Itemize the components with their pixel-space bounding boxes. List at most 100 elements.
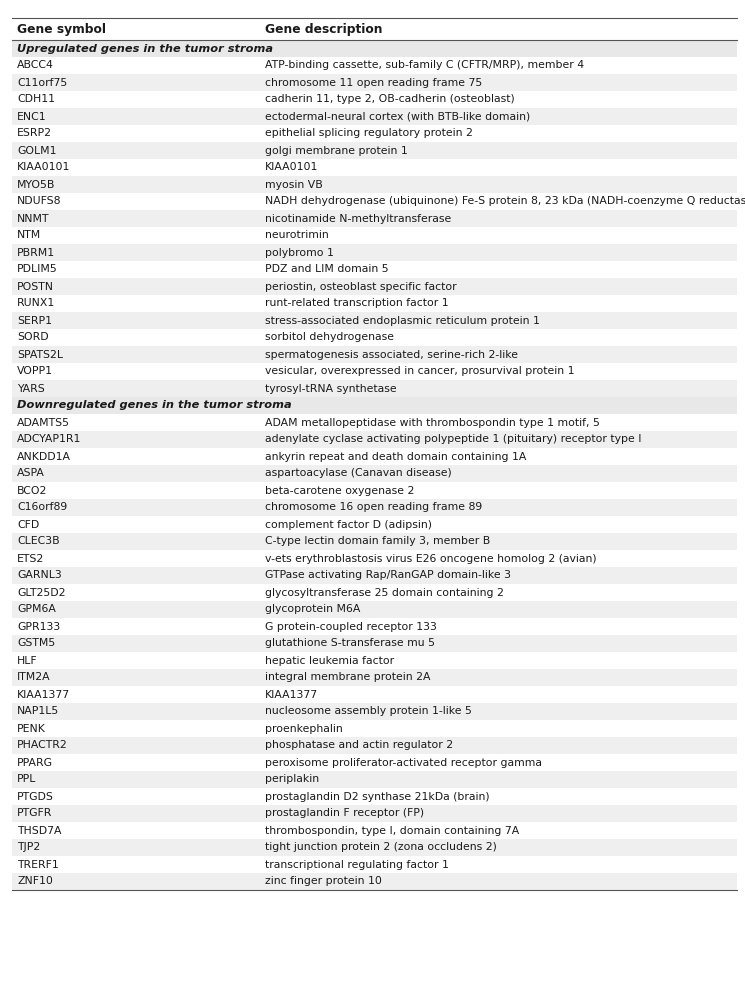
Bar <box>12 244 737 261</box>
Bar <box>12 278 737 295</box>
Text: ETS2: ETS2 <box>17 553 44 564</box>
Text: prostaglandin F receptor (FP): prostaglandin F receptor (FP) <box>265 809 424 818</box>
Bar <box>12 805 737 822</box>
Text: ENC1: ENC1 <box>17 111 47 121</box>
Text: THSD7A: THSD7A <box>17 825 62 835</box>
Bar <box>12 193 737 210</box>
Text: golgi membrane protein 1: golgi membrane protein 1 <box>265 146 408 156</box>
Text: nucleosome assembly protein 1-like 5: nucleosome assembly protein 1-like 5 <box>265 707 472 717</box>
Bar <box>12 618 737 635</box>
Bar <box>12 125 737 142</box>
Text: PBRM1: PBRM1 <box>17 247 55 257</box>
Bar <box>12 380 737 397</box>
Text: NAP1L5: NAP1L5 <box>17 707 60 717</box>
Text: PTGFR: PTGFR <box>17 809 52 818</box>
Text: ADAMTS5: ADAMTS5 <box>17 417 70 428</box>
Text: NDUFS8: NDUFS8 <box>17 196 62 206</box>
Text: G protein-coupled receptor 133: G protein-coupled receptor 133 <box>265 621 437 631</box>
Text: vesicular, overexpressed in cancer, prosurvival protein 1: vesicular, overexpressed in cancer, pros… <box>265 367 574 377</box>
Text: ESRP2: ESRP2 <box>17 128 52 138</box>
Text: PPARG: PPARG <box>17 757 53 767</box>
Bar <box>12 873 737 890</box>
Bar <box>12 312 737 329</box>
Bar <box>12 261 737 278</box>
Bar <box>12 822 737 839</box>
Bar <box>12 329 737 346</box>
Bar <box>12 108 737 125</box>
Text: HLF: HLF <box>17 656 38 666</box>
Bar <box>12 74 737 91</box>
Bar <box>12 737 737 754</box>
Bar <box>12 788 737 805</box>
Text: Downregulated genes in the tumor stroma: Downregulated genes in the tumor stroma <box>17 400 291 410</box>
Bar <box>12 856 737 873</box>
Text: phosphatase and actin regulator 2: phosphatase and actin regulator 2 <box>265 740 453 750</box>
Text: YARS: YARS <box>17 384 45 393</box>
Text: glycosyltransferase 25 domain containing 2: glycosyltransferase 25 domain containing… <box>265 588 504 598</box>
Text: GOLM1: GOLM1 <box>17 146 57 156</box>
Bar <box>12 601 737 618</box>
Text: v-ets erythroblastosis virus E26 oncogene homolog 2 (avian): v-ets erythroblastosis virus E26 oncogen… <box>265 553 597 564</box>
Text: NNMT: NNMT <box>17 214 49 224</box>
Bar <box>12 550 737 567</box>
Text: cadherin 11, type 2, OB-cadherin (osteoblast): cadherin 11, type 2, OB-cadherin (osteob… <box>265 95 515 105</box>
Bar <box>12 754 737 771</box>
Text: sorbitol dehydrogenase: sorbitol dehydrogenase <box>265 332 394 342</box>
Text: ZNF10: ZNF10 <box>17 877 53 886</box>
Text: ADAM metallopeptidase with thrombospondin type 1 motif, 5: ADAM metallopeptidase with thrombospondi… <box>265 417 600 428</box>
Bar <box>12 18 737 40</box>
Text: CLEC3B: CLEC3B <box>17 536 60 546</box>
Text: integral membrane protein 2A: integral membrane protein 2A <box>265 672 431 682</box>
Text: KIAA0101: KIAA0101 <box>17 163 70 173</box>
Text: C11orf75: C11orf75 <box>17 78 67 88</box>
Text: GLT25D2: GLT25D2 <box>17 588 66 598</box>
Text: myosin VB: myosin VB <box>265 179 323 189</box>
Text: epithelial splicing regulatory protein 2: epithelial splicing regulatory protein 2 <box>265 128 473 138</box>
Text: ANKDD1A: ANKDD1A <box>17 452 71 461</box>
Text: periostin, osteoblast specific factor: periostin, osteoblast specific factor <box>265 281 457 292</box>
Text: complement factor D (adipsin): complement factor D (adipsin) <box>265 520 432 529</box>
Text: VOPP1: VOPP1 <box>17 367 53 377</box>
Text: PHACTR2: PHACTR2 <box>17 740 68 750</box>
Text: ASPA: ASPA <box>17 468 45 478</box>
Text: SERP1: SERP1 <box>17 316 52 325</box>
Bar <box>12 567 737 584</box>
Text: proenkephalin: proenkephalin <box>265 724 343 734</box>
Text: peroxisome proliferator-activated receptor gamma: peroxisome proliferator-activated recept… <box>265 757 542 767</box>
Text: ATP-binding cassette, sub-family C (CFTR/MRP), member 4: ATP-binding cassette, sub-family C (CFTR… <box>265 60 584 71</box>
Bar <box>12 414 737 431</box>
Text: CFD: CFD <box>17 520 39 529</box>
Text: KIAA0101: KIAA0101 <box>265 163 318 173</box>
Bar <box>12 703 737 720</box>
Bar <box>12 839 737 856</box>
Text: TRERF1: TRERF1 <box>17 860 59 870</box>
Text: periplakin: periplakin <box>265 774 319 785</box>
Text: KIAA1377: KIAA1377 <box>265 689 318 699</box>
Text: C16orf89: C16orf89 <box>17 503 67 513</box>
Bar <box>12 499 737 516</box>
Bar <box>12 635 737 652</box>
Text: PDZ and LIM domain 5: PDZ and LIM domain 5 <box>265 264 389 274</box>
Bar <box>12 91 737 108</box>
Text: SPATS2L: SPATS2L <box>17 349 63 360</box>
Text: C-type lectin domain family 3, member B: C-type lectin domain family 3, member B <box>265 536 490 546</box>
Text: aspartoacylase (Canavan disease): aspartoacylase (Canavan disease) <box>265 468 451 478</box>
Bar <box>12 482 737 499</box>
Text: zinc finger protein 10: zinc finger protein 10 <box>265 877 382 886</box>
Text: Upregulated genes in the tumor stroma: Upregulated genes in the tumor stroma <box>17 43 273 53</box>
Bar <box>12 346 737 363</box>
Text: PENK: PENK <box>17 724 46 734</box>
Text: PPL: PPL <box>17 774 37 785</box>
Text: RUNX1: RUNX1 <box>17 299 55 309</box>
Text: chromosome 16 open reading frame 89: chromosome 16 open reading frame 89 <box>265 503 482 513</box>
Text: PTGDS: PTGDS <box>17 792 54 802</box>
Bar <box>12 397 737 414</box>
Text: ectodermal-neural cortex (with BTB-like domain): ectodermal-neural cortex (with BTB-like … <box>265 111 530 121</box>
Bar <box>12 465 737 482</box>
Text: prostaglandin D2 synthase 21kDa (brain): prostaglandin D2 synthase 21kDa (brain) <box>265 792 489 802</box>
Bar <box>12 584 737 601</box>
Bar <box>12 669 737 686</box>
Bar <box>12 431 737 448</box>
Text: glutathione S-transferase mu 5: glutathione S-transferase mu 5 <box>265 639 435 649</box>
Bar <box>12 448 737 465</box>
